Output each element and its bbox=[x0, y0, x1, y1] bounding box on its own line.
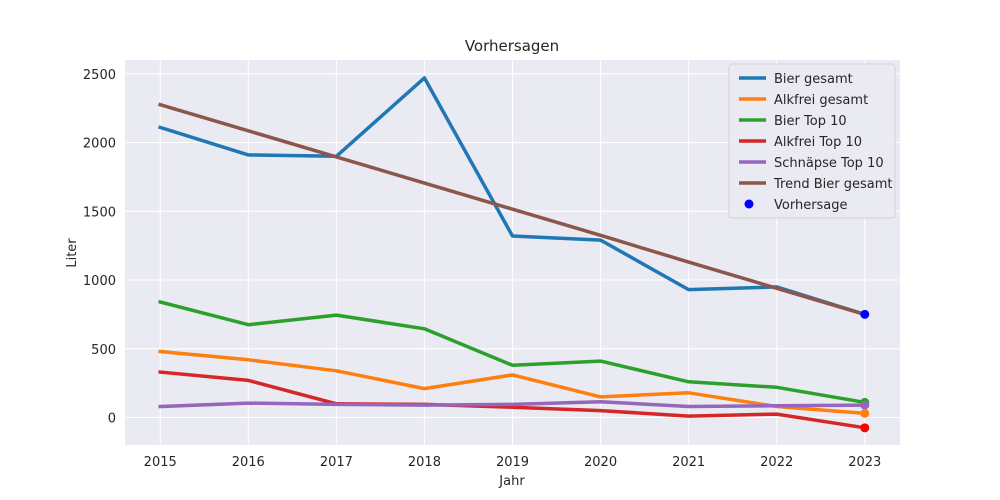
y-tick-label: 500 bbox=[91, 343, 116, 358]
legend-marker bbox=[744, 199, 754, 209]
y-tick-labels: 0 500 1000 1500 2000 2500 bbox=[83, 68, 116, 427]
x-tick-label: 2019 bbox=[496, 455, 529, 470]
legend-label: Schnäpse Top 10 bbox=[774, 156, 884, 171]
series-line bbox=[158, 102, 867, 317]
x-tick-label: 2018 bbox=[408, 455, 441, 470]
y-tick-label: 2500 bbox=[83, 68, 116, 83]
y-tick-label: 2000 bbox=[83, 137, 116, 152]
series-line bbox=[158, 349, 867, 416]
x-tick-label: 2017 bbox=[320, 455, 353, 470]
forecast-point bbox=[860, 309, 870, 319]
x-tick-label: 2021 bbox=[672, 455, 705, 470]
x-tick-label: 2016 bbox=[232, 455, 265, 470]
series-line bbox=[158, 299, 867, 405]
x-axis-label: Jahr bbox=[498, 474, 525, 489]
x-tick-label: 2020 bbox=[584, 455, 617, 470]
legend-label: Alkfrei Top 10 bbox=[774, 135, 862, 150]
forecast-point bbox=[860, 408, 870, 418]
legend-label: Alkfrei gesamt bbox=[774, 93, 868, 108]
y-tick-label: 0 bbox=[108, 412, 116, 427]
legend-label: Bier gesamt bbox=[774, 72, 853, 87]
chart-title: Vorhersagen bbox=[465, 37, 559, 55]
forecast-point bbox=[860, 400, 870, 410]
legend-label: Trend Bier gesamt bbox=[773, 177, 892, 192]
series-line bbox=[158, 370, 867, 430]
forecast-point bbox=[860, 423, 870, 433]
legend: Bier gesamt Alkfrei gesamt Bier Top 10 Alkf… bbox=[728, 63, 896, 219]
series-line bbox=[158, 76, 867, 317]
x-tick-labels: 2015 2016 2017 2018 2019 2020 2021 2022 2023 bbox=[144, 455, 882, 470]
y-axis-label: Liter bbox=[65, 238, 80, 268]
y-tick-label: 1000 bbox=[83, 274, 116, 289]
legend-label: Bier Top 10 bbox=[774, 114, 847, 129]
x-tick-label: 2023 bbox=[848, 455, 881, 470]
scatter-layer bbox=[860, 309, 870, 433]
x-tick-label: 2015 bbox=[144, 455, 177, 470]
y-tick-label: 1500 bbox=[83, 205, 116, 220]
series-line bbox=[158, 399, 867, 409]
x-tick-label: 2022 bbox=[760, 455, 793, 470]
series-layer bbox=[158, 76, 867, 430]
legend-label: Vorhersage bbox=[774, 198, 848, 213]
legend-box bbox=[728, 63, 896, 219]
